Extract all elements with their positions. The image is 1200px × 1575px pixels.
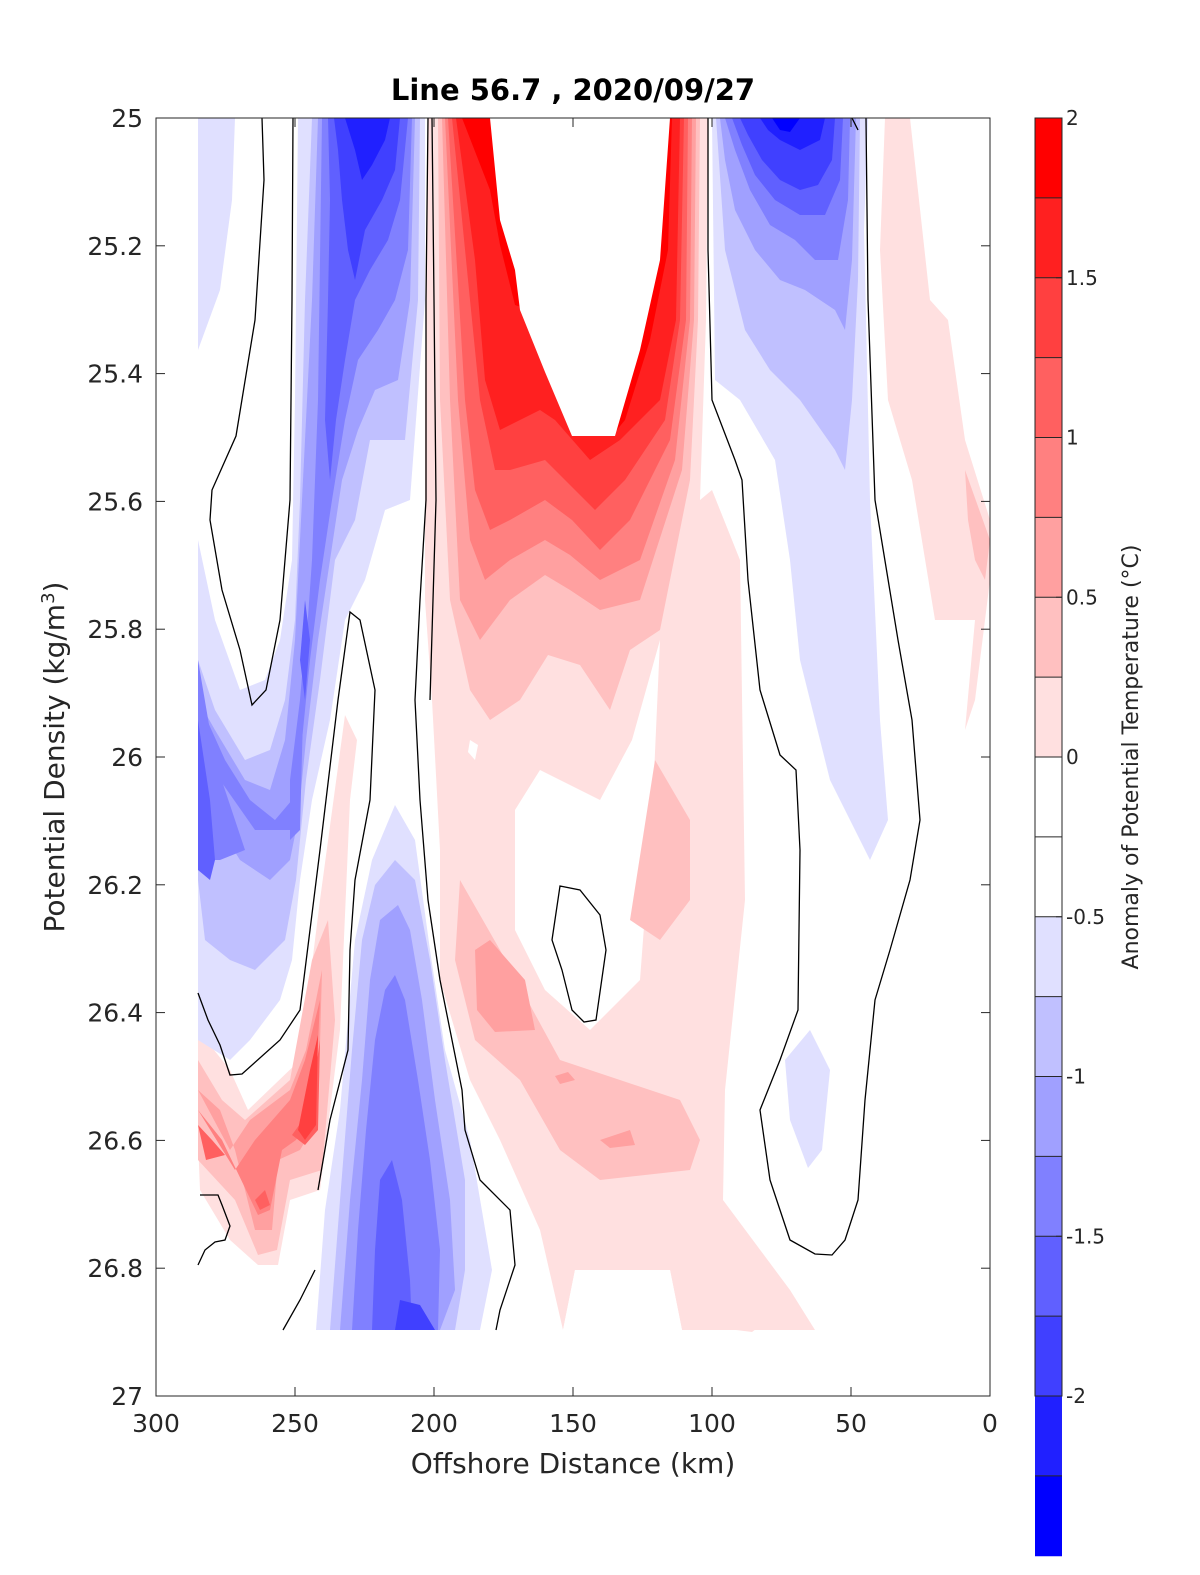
x-tick-label: 0 [982,1409,998,1438]
fill-neg-7-nearshore [760,118,825,150]
colorbar-segment [1035,1236,1062,1317]
x-tick-label: 300 [132,1409,180,1438]
contour-mid [414,118,516,1331]
colorbar-segment [1035,677,1062,758]
colorbar-ticks: 2 1.5 1 0.5 0 -0.5 -1 -1.5 -2 [1056,106,1105,1408]
fill-pos-1-nearshore [880,118,990,730]
fill-pos-4-deepwest [198,1000,320,1215]
fill-neg-1-westedge [198,118,235,350]
colorbar-segment [1035,597,1062,678]
fill-pos-2-lower [455,880,700,1180]
colorbar-tick-label: 0.5 [1066,585,1098,609]
y-tick-label: 25 [111,104,143,133]
contour-west-tail [282,1269,316,1331]
colorbar-segment [1035,1475,1062,1557]
y-tick-label: 25.4 [87,360,143,389]
colorbar-segment [1035,916,1062,998]
fill-core-white [490,118,670,436]
colorbar-segment [1035,357,1062,438]
y-tick-label: 25.6 [87,487,143,516]
x-tick-label: 200 [410,1409,458,1438]
colorbar-segment [1035,517,1062,598]
contour-mid-inner [429,118,437,701]
fill-neg-7-offshore [345,118,390,180]
colorbar-tick-label: 0 [1066,745,1079,769]
y-tick-label: 25.2 [87,232,143,261]
zero-contours [197,118,921,1331]
fill-pos-2-deepwest [198,920,335,1255]
y-axis-ticks: 25 25.2 25.4 25.6 25.8 26 26.2 26.4 26.6 26.8 27 [87,104,990,1411]
chart-title: Line 56.7 , 2020/09/27 [391,73,755,107]
fill-neg-5-deep [372,1160,412,1330]
colorbar-segment [1035,197,1062,279]
colorbar-segment [1035,277,1062,359]
fill-pos-6-streak [298,1035,318,1140]
x-tick-label: 150 [549,1409,597,1438]
fill-pos-1-deeptail [736,1326,760,1332]
fill-pos-3-spot [555,1072,575,1084]
fill-neg-1-deepspot [785,1030,830,1168]
colorbar-tick-label: 2 [1066,106,1079,130]
colorbar-segment [1035,1316,1062,1397]
fill-pos-2-stripe [630,760,690,940]
hole-deep [563,1270,682,1330]
fill-neg-5-spot [300,600,310,700]
y-axis-label-sup: 3 [38,592,59,603]
y-tick-label: 26.2 [87,871,143,900]
colorbar-segment [1035,996,1062,1077]
y-axis-label-end: ) [38,582,71,593]
x-axis-label: Offshore Distance (km) [411,1447,736,1480]
y-tick-label: 25.8 [87,615,143,644]
colorbar-label: Anomaly of Potential Temperature (°C) [1119,545,1144,970]
colorbar-tick-label: -0.5 [1066,905,1105,929]
x-tick-label: 100 [688,1409,736,1438]
y-tick-label: 26.8 [87,1254,143,1283]
colorbar-segment [1035,1156,1062,1237]
contour-west-loop [209,118,294,707]
colorbar-segment [1035,1396,1062,1477]
x-tick-label: 50 [835,1409,867,1438]
contour-west-bottom [197,1194,231,1266]
fill-pos-5-deepwest [198,1125,225,1160]
contour-west-deep [197,610,376,1191]
colorbar [1035,118,1062,1557]
colorbar-segment [1035,757,1062,838]
fill-pos-3-lobe [600,1130,635,1148]
colorbar-segment [1035,118,1062,199]
fill-pos-2-nearshore [965,470,990,580]
colorbar-segment [1035,836,1062,918]
fill-neg-4-stripe [290,640,305,840]
contour-east-loop [707,118,921,1256]
x-tick-label: 250 [271,1409,319,1438]
fill-neg-6-offshore [334,118,400,280]
colorbar-tick-label: -1.5 [1066,1224,1105,1248]
colorbar-segment [1035,437,1062,518]
y-tick-label: 26.6 [87,1126,143,1155]
fill-neg-6-deep [395,1300,435,1330]
y-axis-label: Potential Density (kg/m3) [38,582,72,933]
colorbar-tick-label: -1 [1066,1065,1086,1089]
y-tick-label: 26.4 [87,999,143,1028]
y-tick-label: 26 [111,743,143,772]
fill-neg-8-nearshore [772,118,800,132]
contour-east-inner [851,118,859,131]
colorbar-tick-label: -2 [1066,1384,1086,1408]
contour-core-ring [551,885,607,1023]
fill-neg-4-deep [352,975,440,1330]
y-tick-label: 27 [111,1382,143,1411]
x-axis-ticks: 300 250 200 150 100 50 0 [132,118,998,1438]
y-axis-label-main: Potential Density (kg/m [38,604,71,933]
colorbar-tick-label: 1 [1066,426,1079,450]
fill-pos-3-lower [475,940,535,1032]
hole-spot [468,740,478,760]
fill-neg-5-westcore [198,720,215,880]
contour-fills [198,118,990,1332]
colorbar-tick-label: 1.5 [1066,266,1098,290]
fill-neg-4-offshore [198,118,412,830]
hole-mid [515,640,660,1030]
fill-pos-5-spot [255,1190,270,1210]
colorbar-segment [1035,1076,1062,1157]
